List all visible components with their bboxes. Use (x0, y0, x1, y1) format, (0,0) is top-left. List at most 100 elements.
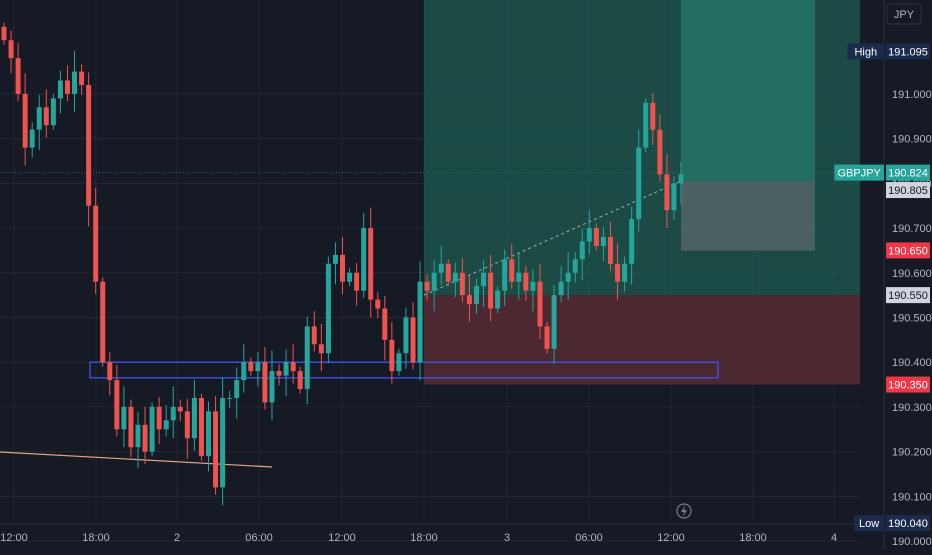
last-tag-value: 190.805 (888, 185, 928, 197)
price-tick-label: 190.000 (892, 536, 932, 548)
candle-body (530, 281, 536, 291)
candle-body (600, 236, 606, 246)
candle-body (184, 411, 190, 439)
high-tag: High 191.095 (847, 43, 930, 60)
candle-body (410, 317, 416, 363)
last-tag: 190.805 (886, 182, 930, 199)
time-tick-label: 12:00 (657, 532, 685, 544)
candle-body (452, 272, 458, 282)
candle-body (29, 129, 35, 148)
candle-body (389, 339, 395, 372)
symbol-price-tag-label-bg (834, 164, 884, 181)
candle-body (114, 380, 120, 430)
candle-body (135, 424, 141, 448)
time-tick-label: 18:00 (82, 532, 110, 544)
time-tick-label: 3 (504, 532, 510, 544)
symbol-price-tag-label: GBPJPY (837, 168, 881, 180)
candle-body (198, 397, 204, 457)
candle-body (50, 98, 56, 126)
candle-body (276, 371, 282, 376)
candle-body (170, 406, 176, 421)
symbol-price-tag-value: 190.824 (888, 168, 928, 180)
candle-body (664, 174, 670, 211)
price-tick-label: 190.900 (892, 134, 932, 146)
candle-body (636, 147, 642, 220)
candle-body (340, 254, 345, 282)
candle-body (622, 263, 628, 282)
candles (1, 22, 684, 506)
candle-body (424, 281, 430, 291)
low-tag-value: 190.040 (888, 518, 928, 530)
time-axis[interactable]: 12:00 18:00 2 06:00 12:00 18:00 3 06:00 12:00 18:… (0, 523, 860, 544)
candle-body (255, 362, 261, 372)
candle-body (142, 424, 148, 452)
candle-body (156, 406, 162, 430)
time-tick-label: 06:00 (575, 532, 603, 544)
candle-body (657, 129, 663, 175)
loss-zone (424, 295, 860, 385)
candle-body (523, 272, 529, 291)
price-tick-label: 190.700 (892, 223, 932, 235)
position-zones (424, 0, 860, 385)
level-tag-value-bg (886, 287, 930, 304)
candle-body (64, 80, 70, 94)
candle-body (459, 272, 465, 296)
candle-body (615, 263, 621, 282)
candle-body (396, 353, 402, 372)
high-tag-value-bg (886, 43, 930, 60)
currency-badge[interactable]: JPY (886, 3, 922, 25)
candle-body (417, 281, 423, 363)
last-tag-value-bg (886, 182, 930, 199)
candle-body (227, 397, 233, 399)
candle-body (220, 397, 226, 488)
candle-body (629, 219, 635, 264)
support-rectangle (89, 361, 719, 379)
price-tick-label: 191.000 (892, 89, 932, 101)
candle-body (516, 272, 522, 282)
open-pnl-box (681, 181, 815, 251)
time-tick-label: 18:00 (410, 532, 438, 544)
candle-body (473, 286, 479, 305)
candle-body (509, 259, 515, 282)
price-tick-label: 190.100 (892, 491, 932, 503)
price-tick-label: 190.400 (892, 357, 932, 369)
lightning-icon[interactable] (676, 503, 692, 519)
candle-body (86, 84, 92, 206)
candle-body (121, 406, 127, 430)
candle-body (57, 80, 63, 99)
candle-body (325, 263, 331, 354)
candle-body (248, 362, 254, 372)
candle-body (671, 183, 677, 211)
candle-body (382, 308, 388, 340)
target-tag-value: 190.350 (888, 380, 928, 392)
candle-body (1, 26, 7, 41)
candle-body (100, 281, 106, 363)
candle-body (403, 317, 409, 354)
stop-tag-value: 190.650 (888, 245, 928, 257)
target-tag-value-bg (886, 376, 930, 393)
low-tag-label: Low (859, 518, 879, 530)
candle-body (551, 295, 557, 349)
stop-tag-value-bg (886, 242, 930, 259)
candle-body (558, 281, 564, 296)
candle-body (593, 228, 599, 246)
candle-body (128, 406, 134, 448)
stop-tag: 190.650 (886, 242, 930, 259)
time-tick-label: 2 (174, 532, 180, 544)
target-tag: 190.350 (886, 376, 930, 393)
candle-body (488, 272, 494, 309)
price-tick-label: 190.200 (892, 447, 932, 459)
candle-body (297, 371, 303, 390)
candle-body (678, 174, 684, 184)
price-axis[interactable]: 191.000190.900190.800190.700190.600190.5… (883, 0, 932, 550)
candle-body (607, 236, 613, 264)
candle-body (650, 102, 656, 130)
candle-body (311, 326, 317, 345)
candle-body (107, 362, 113, 381)
price-tags: High 191.095 GBPJPY 190.824 190.805 190.650 19… (834, 43, 930, 532)
candle-body (206, 411, 212, 457)
candle-body (579, 241, 585, 260)
candle-body (290, 362, 296, 372)
